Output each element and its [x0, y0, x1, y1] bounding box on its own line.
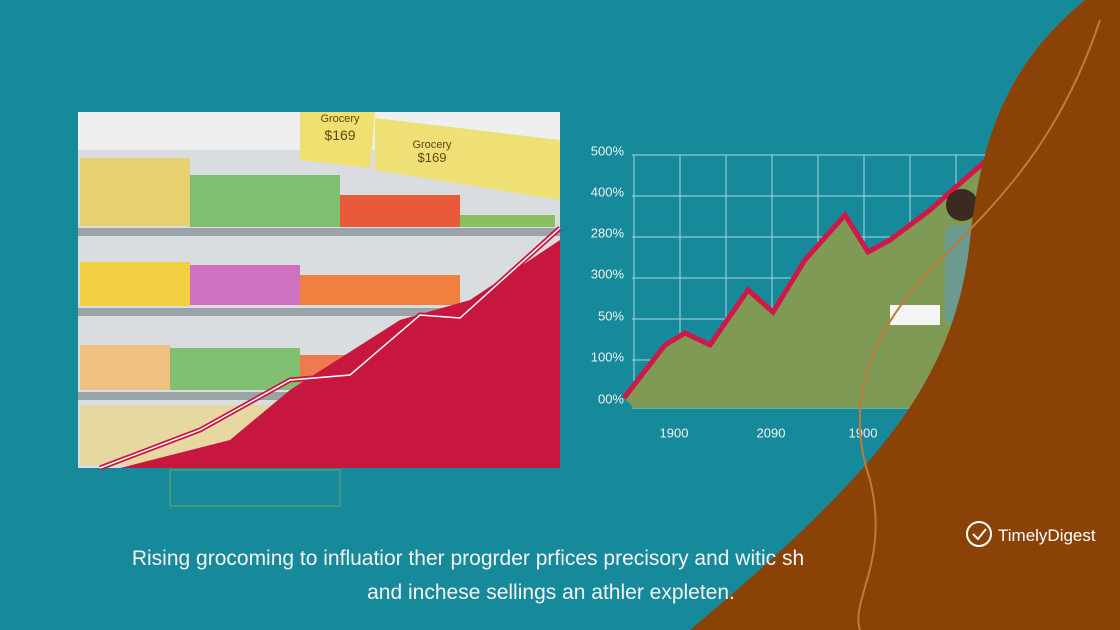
decorative-wave [690, 0, 1120, 630]
supermarket-photo: Grocery $169 Grocery $169 [78, 112, 562, 507]
caption-line: and inchese sellings an athler expleten. [367, 581, 735, 604]
y-label: 300% [591, 266, 625, 281]
caption-line: Rising grocoming to influatior ther prog… [132, 547, 804, 570]
x-label: 2090 [757, 425, 786, 440]
x-label: 1900 [849, 425, 878, 440]
y-label: 50% [598, 308, 624, 323]
y-label: 400% [591, 184, 625, 199]
x-label: 1900 [660, 425, 689, 440]
brand-logo[interactable]: TimelyDigest [966, 521, 1096, 547]
y-label: 100% [591, 349, 625, 364]
y-label: 00% [598, 391, 624, 406]
decorative-line [857, 19, 1101, 630]
brand-name: TimelyDigest [998, 526, 1096, 545]
sign-label: Grocery [412, 139, 452, 151]
sign-price: $169 [418, 150, 447, 165]
y-label: 500% [591, 143, 625, 158]
sign-price: $169 [324, 127, 355, 143]
sign-label: Grocery [320, 113, 360, 125]
y-label: 280% [591, 225, 625, 240]
